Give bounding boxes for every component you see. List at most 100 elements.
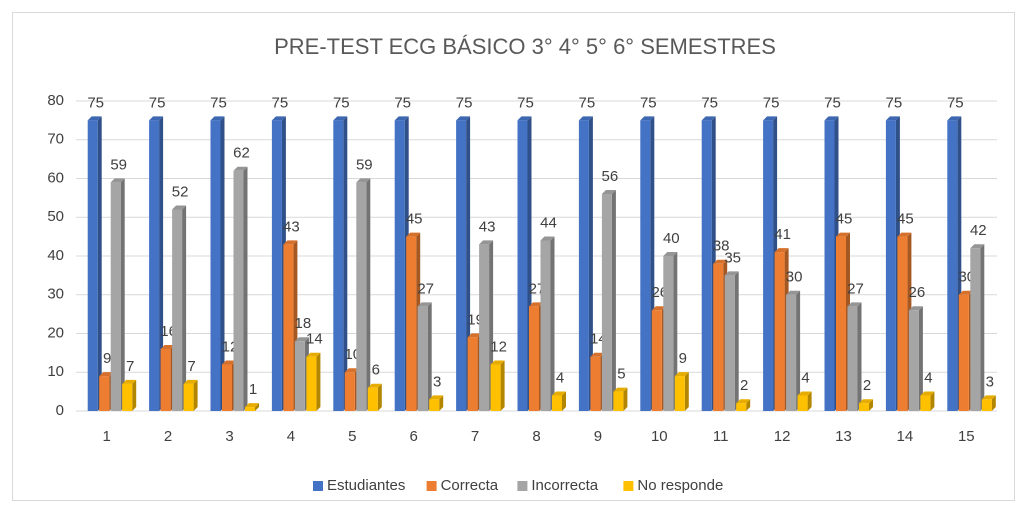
bar-side: [991, 395, 996, 411]
bar-top: [367, 383, 382, 388]
y-tick-label: 40: [47, 247, 64, 264]
x-tick-label: 13: [835, 428, 852, 445]
value-label: 7: [126, 358, 134, 375]
bar: [958, 294, 969, 411]
value-label: 18: [295, 315, 312, 332]
bar: [479, 244, 490, 411]
bar-top: [517, 116, 532, 121]
bar: [283, 244, 294, 411]
value-label: 40: [663, 230, 680, 247]
value-label: 43: [479, 218, 496, 235]
bar: [394, 120, 405, 411]
bar-top: [306, 352, 321, 357]
x-tick-label: 9: [594, 428, 602, 445]
bar: [970, 248, 981, 411]
bar: [613, 391, 624, 411]
bar-top: [233, 166, 248, 171]
bar-top: [981, 395, 996, 400]
bar: [701, 120, 712, 411]
bar: [786, 294, 797, 411]
value-label: 62: [233, 145, 250, 162]
bar: [210, 120, 221, 411]
value-label: 45: [836, 211, 853, 228]
bar: [160, 349, 171, 411]
bar-top: [160, 345, 175, 349]
value-label: 75: [210, 94, 227, 111]
bar: [356, 182, 367, 411]
bar-top: [87, 116, 102, 121]
bar: [172, 209, 183, 411]
bar: [552, 395, 562, 411]
bar-top: [529, 302, 543, 307]
bar-top: [456, 116, 471, 121]
value-label: 9: [679, 350, 687, 367]
bar-top: [920, 391, 935, 396]
bar-top: [540, 236, 555, 241]
bar-top: [122, 379, 137, 384]
bar: [947, 120, 958, 411]
value-label: 56: [602, 168, 619, 185]
bar: [233, 170, 244, 411]
x-tick-label: 4: [287, 428, 295, 445]
bar-top: [970, 244, 985, 249]
bar: [736, 403, 747, 411]
bar: [417, 306, 428, 411]
x-tick-label: 6: [410, 428, 418, 445]
bar-top: [417, 302, 432, 307]
bar-side: [796, 290, 801, 411]
bar-top: [99, 372, 114, 377]
value-label: 27: [417, 280, 434, 297]
value-label: 41: [774, 226, 791, 243]
value-label: 75: [333, 94, 350, 111]
bar-top: [479, 240, 494, 245]
value-label: 6: [372, 362, 380, 379]
legend-swatch: [313, 481, 323, 491]
bar-side: [316, 352, 321, 411]
bar: [713, 263, 724, 411]
chart-title: PRE-TEST ECG BÁSICO 3° 4° 5° 6° SEMESTRE…: [274, 34, 776, 59]
bar: [797, 395, 808, 411]
value-label: 75: [149, 94, 166, 111]
value-label: 35: [724, 249, 741, 266]
bar: [540, 240, 551, 411]
bar: [222, 364, 232, 411]
bar-top: [824, 116, 839, 121]
bar-side: [366, 178, 371, 411]
value-label: 75: [763, 94, 780, 111]
bar-top: [149, 116, 164, 121]
bar-top: [222, 360, 236, 365]
value-label: 59: [110, 156, 127, 173]
value-label: 75: [886, 94, 903, 111]
bar: [306, 356, 317, 411]
bar: [456, 120, 467, 411]
bar-top: [394, 116, 409, 121]
bar-top: [674, 372, 689, 377]
bar: [847, 306, 858, 411]
bar-side: [869, 399, 873, 411]
value-label: 26: [909, 284, 926, 301]
value-label: 12: [490, 338, 507, 355]
bar: [908, 310, 919, 411]
bar-side: [684, 372, 689, 411]
bar-top: [663, 252, 678, 256]
bar: [774, 252, 785, 411]
bar: [640, 120, 651, 411]
x-tick-label: 7: [471, 428, 479, 445]
value-label: 3: [986, 373, 994, 390]
bar-side: [611, 190, 616, 411]
bar-side: [918, 306, 923, 411]
y-tick-label: 70: [47, 131, 64, 148]
value-label: 4: [924, 369, 932, 386]
bar: [429, 399, 440, 411]
y-tick-label: 30: [47, 286, 64, 303]
bar-top: [210, 116, 225, 121]
bar-top: [578, 116, 593, 121]
bar-top: [172, 205, 187, 210]
bar: [824, 120, 835, 411]
bar: [122, 383, 133, 411]
value-label: 45: [406, 211, 423, 228]
legend-swatch: [623, 481, 634, 491]
bar-side: [980, 244, 985, 411]
legend-swatch: [517, 481, 528, 491]
